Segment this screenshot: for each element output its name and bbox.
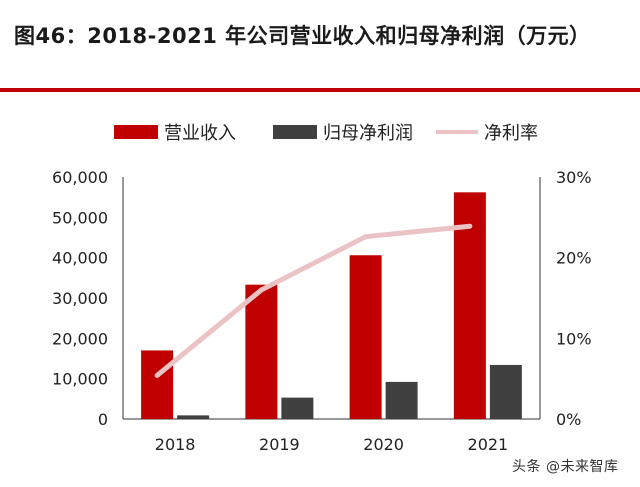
bar-revenue-2021 — [453, 192, 486, 419]
y-right-tick-label: 30% — [556, 168, 592, 187]
legend-label-3: 净利率 — [484, 123, 538, 144]
x-tick-label: 2018 — [155, 435, 196, 454]
x-tick-label: 2019 — [259, 435, 300, 454]
legend-label-1: 营业收入 — [164, 123, 236, 144]
y-left-tick-label: 50,000 — [52, 208, 108, 227]
legend-swatch-1 — [114, 125, 158, 139]
bar-net-profit-2018 — [177, 415, 210, 419]
y-left-tick-label: 40,000 — [52, 249, 108, 268]
bar-net-profit-2020 — [385, 381, 418, 419]
bar-net-profit-2019 — [281, 397, 314, 419]
y-right-tick-label: 10% — [556, 329, 592, 348]
x-tick-label: 2020 — [363, 435, 404, 454]
bar-revenue-2019 — [245, 284, 278, 419]
title-divider — [0, 88, 640, 92]
y-left-tick-label: 10,000 — [52, 370, 108, 389]
bar-revenue-2020 — [349, 255, 382, 419]
y-left-tick-label: 60,000 — [52, 168, 108, 187]
legend-label-2: 归母净利润 — [323, 123, 413, 144]
y-right-tick-label: 0% — [556, 410, 581, 429]
line-net-margin — [154, 223, 473, 378]
chart-title: 图46：2018-2021 年公司营业收入和归母净利润（万元） — [14, 24, 591, 48]
y-right-tick-label: 20% — [556, 249, 592, 268]
x-tick-label: 2021 — [468, 435, 509, 454]
y-left-tick-label: 0 — [98, 410, 108, 429]
y-left-tick-label: 30,000 — [52, 289, 108, 308]
bar-revenue-2018 — [141, 350, 174, 419]
y-left-tick-label: 20,000 — [52, 329, 108, 348]
watermark: 头条 @未来智库 — [512, 459, 619, 475]
bar-net-profit-2021 — [489, 364, 522, 419]
legend-swatch-2 — [273, 125, 317, 139]
